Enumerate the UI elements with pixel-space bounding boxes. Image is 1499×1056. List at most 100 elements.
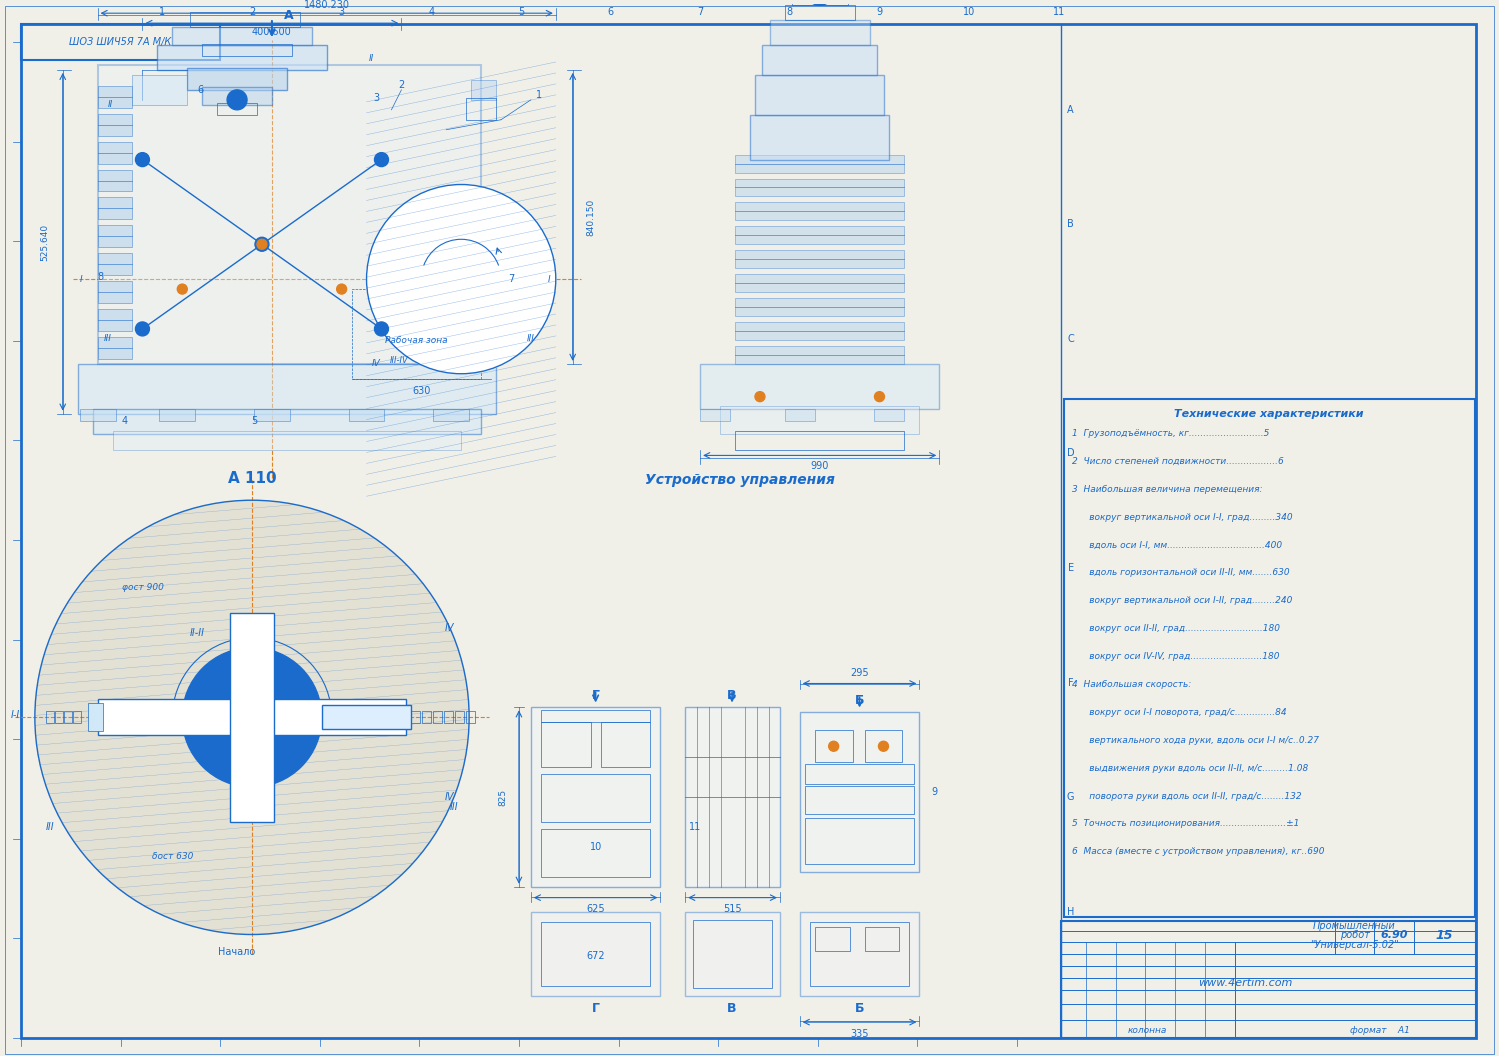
Text: I-I: I-I (10, 711, 19, 720)
Text: 4: 4 (429, 7, 435, 17)
Text: 672: 672 (586, 951, 606, 961)
Text: 840.150: 840.150 (586, 199, 595, 235)
Bar (349, 409, 384, 420)
Bar (541, 711, 651, 722)
Bar (735, 226, 904, 244)
Text: 3  Наибольшая величина перемещения:: 3 Наибольшая величина перемещения: (1072, 485, 1262, 494)
Text: Б: Б (854, 1002, 865, 1015)
Bar (97, 86, 132, 108)
Bar (735, 275, 904, 293)
Bar (444, 712, 453, 723)
Text: А 110: А 110 (228, 471, 276, 486)
Bar (217, 102, 256, 115)
Bar (433, 409, 469, 420)
Text: 8: 8 (97, 272, 103, 282)
Text: вертикального хода руки, вдоль оси I-I м/с..0.27: вертикального хода руки, вдоль оси I-I м… (1072, 736, 1319, 744)
Bar (79, 409, 115, 420)
Bar (253, 409, 289, 420)
Text: вдоль оси I-I, мм..................................400: вдоль оси I-I, мм.......................… (1072, 541, 1282, 549)
Bar (21, 24, 220, 60)
Bar (157, 45, 327, 70)
Bar (541, 829, 651, 876)
Bar (376, 261, 466, 297)
Text: 10: 10 (962, 7, 976, 17)
Bar (97, 337, 132, 359)
Bar (423, 712, 432, 723)
Bar (785, 409, 815, 420)
Text: 2  Число степеней подвижности..................6: 2 Число степеней подвижности............… (1072, 457, 1283, 466)
Text: 515: 515 (723, 904, 742, 913)
Circle shape (256, 240, 267, 249)
Bar (809, 922, 910, 986)
Bar (1061, 921, 1477, 1038)
Text: вокруг оси IV-IV, град.........................180: вокруг оси IV-IV, град..................… (1072, 653, 1279, 661)
Text: ШОЗ ШИЧ5Я 7А М/К: ШОЗ ШИЧ5Я 7А М/К (69, 37, 172, 48)
Text: E: E (1067, 563, 1073, 573)
Text: 11: 11 (690, 822, 702, 832)
Circle shape (874, 392, 884, 401)
Text: 9: 9 (931, 787, 937, 797)
Text: 3: 3 (339, 7, 345, 17)
Text: F: F (1067, 678, 1073, 687)
Bar (720, 406, 919, 434)
Text: Рабочая зона: Рабочая зона (385, 337, 448, 345)
Circle shape (255, 238, 268, 251)
Text: I: I (79, 275, 82, 284)
Bar (132, 75, 187, 105)
Circle shape (829, 741, 838, 751)
Text: 1: 1 (535, 90, 543, 100)
Text: Г: Г (592, 689, 600, 702)
Circle shape (135, 322, 150, 336)
Text: G: G (1067, 792, 1075, 803)
Bar (456, 712, 465, 723)
Text: "Универсал-5.02": "Универсал-5.02" (1310, 941, 1399, 950)
Bar (190, 13, 300, 27)
Text: δост 630: δост 630 (151, 852, 193, 862)
Bar (202, 87, 271, 105)
Text: Г: Г (592, 1002, 600, 1015)
Text: φост 900: φост 900 (121, 583, 163, 592)
Text: 630: 630 (412, 385, 430, 396)
Bar (55, 712, 63, 723)
Text: D: D (1067, 449, 1075, 458)
Bar (97, 114, 132, 136)
Bar (187, 68, 286, 90)
Text: В: В (727, 1002, 738, 1015)
Text: В: В (727, 689, 738, 702)
Bar (97, 225, 132, 247)
Text: II-II: II-II (190, 627, 205, 638)
Bar (735, 322, 904, 340)
Text: формат    А1: формат А1 (1349, 1025, 1409, 1035)
Text: IV: IV (445, 792, 454, 803)
Bar (700, 409, 730, 420)
Bar (159, 409, 195, 420)
Text: 6  Масса (вместе с устройством управления), кг..690: 6 Масса (вместе с устройством управления… (1072, 847, 1324, 856)
Bar (735, 250, 904, 268)
Text: Начало: Начало (219, 947, 256, 958)
Text: 5: 5 (250, 416, 258, 426)
Bar (735, 346, 904, 363)
Text: вокруг вертикальной оси I-II, град........240: вокруг вертикальной оси I-II, град......… (1072, 597, 1292, 605)
Text: колонна: колонна (1127, 1025, 1168, 1035)
Bar (735, 154, 904, 172)
Bar (97, 197, 132, 220)
Circle shape (337, 284, 346, 294)
Bar (112, 431, 462, 451)
Bar (693, 920, 772, 988)
Bar (322, 705, 411, 730)
Text: C: C (1067, 334, 1075, 344)
Bar (800, 713, 919, 872)
Bar (815, 926, 850, 951)
Bar (466, 712, 475, 723)
Bar (466, 98, 496, 119)
Text: Устройство управления: Устройство управления (645, 473, 835, 487)
Bar (1064, 399, 1475, 917)
Text: 295: 295 (850, 667, 869, 678)
Text: выдвижения руки вдоль оси II-II, м/с.........1.08: выдвижения руки вдоль оси II-II, м/с....… (1072, 763, 1309, 773)
Bar (815, 731, 853, 762)
Bar (601, 722, 651, 767)
Text: IV: IV (372, 359, 381, 369)
Text: 9: 9 (877, 7, 883, 17)
Text: Технические характеристики: Технические характеристики (1174, 409, 1364, 418)
Text: III: III (528, 335, 535, 343)
